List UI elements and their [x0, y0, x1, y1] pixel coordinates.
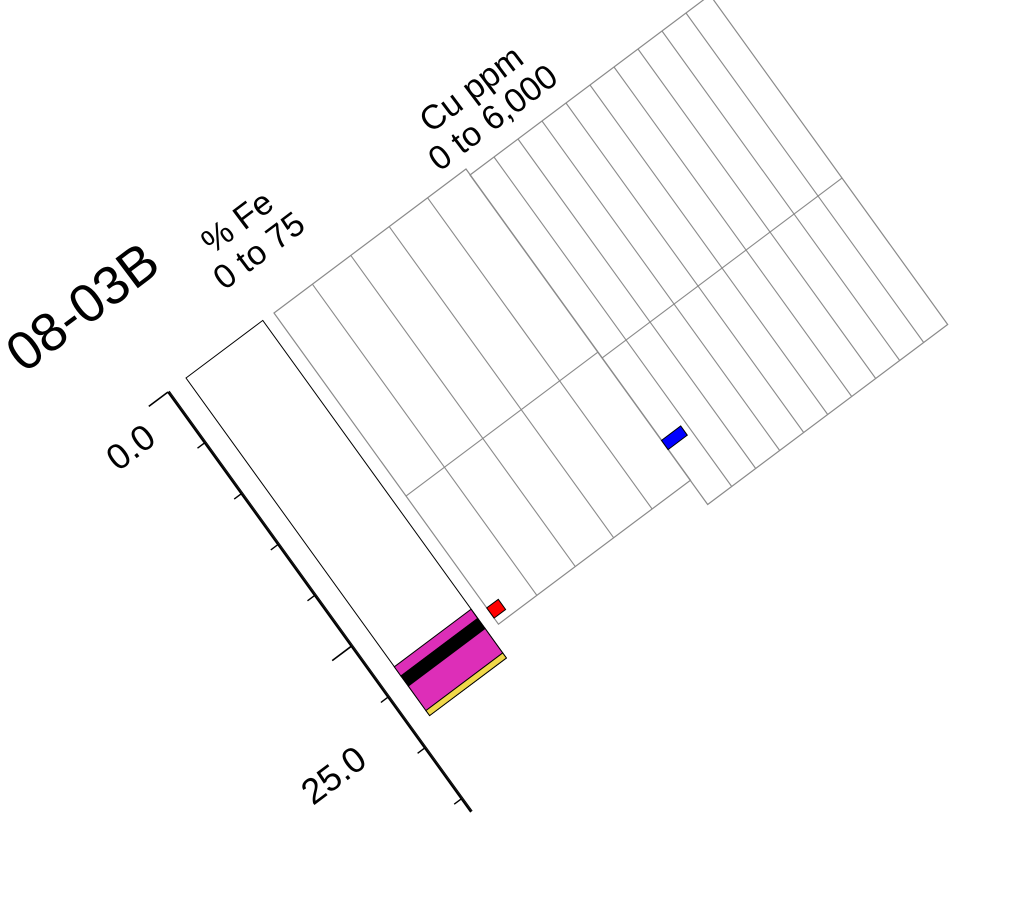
fe-depth-gridline: [405, 351, 599, 497]
fe-gridline: [311, 283, 538, 596]
depth-minor-tick: [197, 442, 206, 449]
cu-gridline: [565, 102, 805, 433]
depth-minor-tick: [270, 543, 279, 551]
cu-gridline: [589, 84, 829, 415]
fe-bar-0-0: [486, 598, 507, 619]
depth-minor-tick: [233, 493, 242, 500]
cu-gridline: [541, 120, 781, 451]
fe-gridline: [427, 197, 653, 510]
track-header-cu: Cu ppm 0 to 6,000: [412, 38, 564, 178]
cu-depth-gridline: [601, 177, 843, 359]
fe-gridline: [388, 226, 615, 539]
cu-gridline: [661, 30, 901, 361]
hole-id-label: 08-03B: [0, 231, 170, 384]
cu-track-frame: [469, 0, 949, 506]
depth-tick-label-25: 25.0: [293, 738, 374, 813]
cu-gridline: [613, 66, 853, 397]
track-header-fe: % Fe 0 to 75: [194, 183, 312, 297]
fe-track-frame: [273, 168, 692, 626]
depth-major-tick: [148, 391, 169, 408]
cu-bar-0-0: [660, 425, 688, 451]
depth-minor-tick: [453, 798, 462, 805]
cu-gridline: [493, 156, 733, 487]
cu-gridline: [637, 48, 877, 379]
depth-minor-tick: [380, 696, 389, 704]
svg-text:25.0: 25.0: [293, 738, 374, 813]
depth-minor-tick: [417, 747, 426, 754]
depth-axis-line: [167, 391, 472, 813]
lithology-interval-3: [425, 652, 508, 717]
cu-gridline: [685, 12, 925, 343]
depth-major-tick: [331, 645, 352, 662]
svg-text:0.0: 0.0: [98, 416, 163, 479]
depth-axis-line-inner: [168, 390, 473, 812]
cu-gridline: [517, 138, 757, 469]
depth-minor-tick: [307, 594, 316, 602]
log-geometry: [148, 0, 949, 813]
fe-gridline: [350, 255, 576, 567]
depth-tick-label-0: 0.0: [98, 416, 163, 479]
